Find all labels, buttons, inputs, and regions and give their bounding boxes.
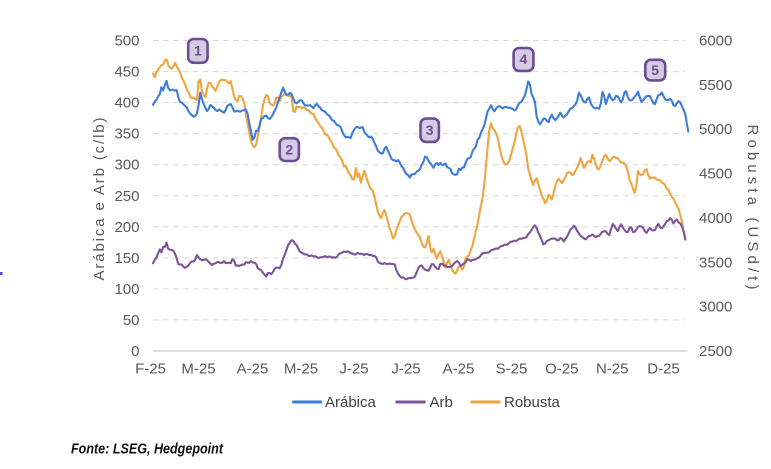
- svg-text:D-25: D-25: [647, 361, 680, 378]
- svg-text:4500: 4500: [699, 166, 732, 183]
- svg-text:5: 5: [651, 62, 659, 78]
- svg-text:O-25: O-25: [545, 361, 578, 378]
- svg-text:3: 3: [426, 122, 434, 138]
- svg-text:M-25: M-25: [181, 361, 215, 378]
- svg-text:5500: 5500: [699, 77, 732, 94]
- svg-text:350: 350: [114, 126, 139, 143]
- svg-text:2500: 2500: [699, 343, 732, 360]
- svg-text:A-25: A-25: [443, 361, 475, 378]
- svg-text:200: 200: [114, 219, 139, 236]
- svg-text:6000: 6000: [699, 33, 732, 50]
- svg-text:Arábica e Arb (c/lb): Arábica e Arb (c/lb): [91, 118, 108, 281]
- svg-text:S-25: S-25: [496, 361, 528, 378]
- svg-text:N-25: N-25: [596, 361, 629, 378]
- svg-text:Fonte: LSEG, Hedgepoint: Fonte: LSEG, Hedgepoint: [71, 442, 224, 458]
- svg-text:150: 150: [114, 250, 139, 267]
- svg-text:2: 2: [285, 141, 293, 157]
- svg-text:0: 0: [131, 343, 139, 360]
- svg-text:5000: 5000: [699, 121, 732, 138]
- svg-text:4000: 4000: [699, 210, 732, 227]
- svg-text:3000: 3000: [699, 299, 732, 316]
- svg-text:100: 100: [114, 281, 139, 298]
- svg-text:400: 400: [114, 95, 139, 112]
- svg-text:250: 250: [114, 188, 139, 205]
- svg-text:1: 1: [194, 43, 202, 59]
- svg-text:300: 300: [114, 157, 139, 174]
- svg-text:M-25: M-25: [284, 361, 318, 378]
- svg-text:A-25: A-25: [237, 361, 269, 378]
- svg-text:500: 500: [114, 33, 139, 50]
- svg-text:F-25: F-25: [135, 361, 166, 378]
- svg-text:Arb: Arb: [430, 394, 453, 411]
- svg-text:450: 450: [114, 64, 139, 81]
- svg-text:4: 4: [520, 51, 528, 67]
- svg-text:J-25: J-25: [339, 361, 368, 378]
- svg-text:50: 50: [123, 312, 140, 329]
- svg-text:3500: 3500: [699, 254, 732, 271]
- svg-text:J-25: J-25: [391, 361, 420, 378]
- svg-text:Arábica: Arábica: [325, 394, 377, 411]
- svg-text:Robusta: Robusta: [504, 394, 561, 411]
